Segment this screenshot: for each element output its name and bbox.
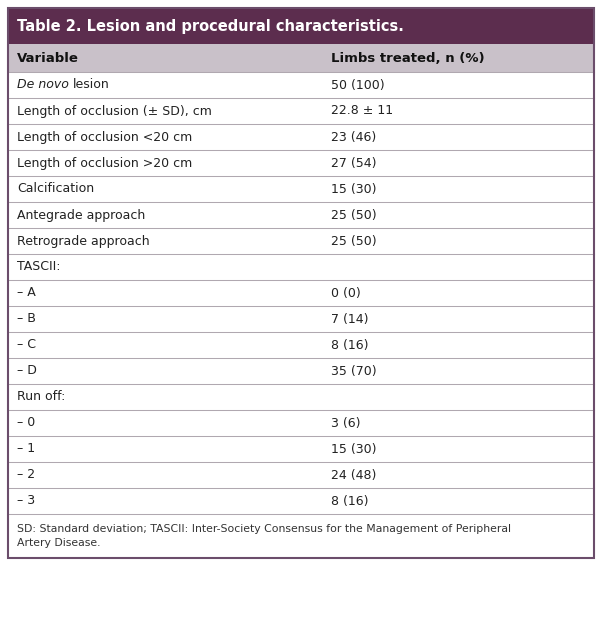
Text: 24 (48): 24 (48): [330, 469, 376, 481]
Text: De novo: De novo: [17, 78, 73, 92]
Text: – D: – D: [17, 365, 37, 378]
Text: Table 2. Lesion and procedural characteristics.: Table 2. Lesion and procedural character…: [17, 19, 404, 33]
Text: 27 (54): 27 (54): [330, 156, 376, 169]
Text: Run off:: Run off:: [17, 390, 66, 403]
Bar: [8, 462, 594, 488]
Text: 7 (14): 7 (14): [330, 313, 368, 326]
Bar: [8, 8, 594, 44]
Text: – 2: – 2: [17, 469, 35, 481]
Text: Variable: Variable: [17, 51, 79, 65]
Text: 3 (6): 3 (6): [330, 417, 360, 429]
Bar: [8, 332, 594, 358]
Bar: [8, 514, 594, 558]
Bar: [8, 124, 594, 150]
Bar: [8, 306, 594, 332]
Text: Length of occlusion <20 cm: Length of occlusion <20 cm: [17, 131, 192, 144]
Text: 8 (16): 8 (16): [330, 338, 368, 351]
Text: 35 (70): 35 (70): [330, 365, 376, 378]
Bar: [8, 436, 594, 462]
Text: Antegrade approach: Antegrade approach: [17, 208, 145, 222]
Bar: [8, 254, 594, 280]
Text: SD: Standard deviation; TASCII: Inter-Society Consensus for the Management of Pe: SD: Standard deviation; TASCII: Inter-So…: [17, 524, 511, 534]
Text: – 1: – 1: [17, 442, 35, 456]
Text: – 3: – 3: [17, 494, 35, 508]
Text: 8 (16): 8 (16): [330, 494, 368, 508]
Text: – B: – B: [17, 313, 36, 326]
Bar: [8, 228, 594, 254]
Bar: [8, 8, 594, 558]
Text: Artery Disease.: Artery Disease.: [17, 538, 101, 548]
Text: 0 (0): 0 (0): [330, 287, 360, 299]
Text: Limbs treated, n (%): Limbs treated, n (%): [330, 51, 484, 65]
Text: 15 (30): 15 (30): [330, 183, 376, 196]
Text: 22.8 ± 11: 22.8 ± 11: [330, 104, 393, 117]
Text: 50 (100): 50 (100): [330, 78, 384, 92]
Bar: [8, 44, 594, 72]
Bar: [8, 488, 594, 514]
Text: – C: – C: [17, 338, 36, 351]
Text: Retrograde approach: Retrograde approach: [17, 235, 150, 247]
Bar: [8, 384, 594, 410]
Bar: [8, 280, 594, 306]
Text: – A: – A: [17, 287, 36, 299]
Bar: [8, 202, 594, 228]
Bar: [8, 72, 594, 98]
Text: lesion: lesion: [73, 78, 110, 92]
Text: – 0: – 0: [17, 417, 36, 429]
Text: Calcification: Calcification: [17, 183, 94, 196]
Text: 25 (50): 25 (50): [330, 235, 376, 247]
Text: Length of occlusion (± SD), cm: Length of occlusion (± SD), cm: [17, 104, 212, 117]
Bar: [8, 358, 594, 384]
Bar: [8, 176, 594, 202]
Bar: [8, 98, 594, 124]
Bar: [8, 410, 594, 436]
Text: 25 (50): 25 (50): [330, 208, 376, 222]
Text: 23 (46): 23 (46): [330, 131, 376, 144]
Text: TASCII:: TASCII:: [17, 260, 60, 274]
Text: 15 (30): 15 (30): [330, 442, 376, 456]
Bar: [8, 150, 594, 176]
Text: Length of occlusion >20 cm: Length of occlusion >20 cm: [17, 156, 192, 169]
